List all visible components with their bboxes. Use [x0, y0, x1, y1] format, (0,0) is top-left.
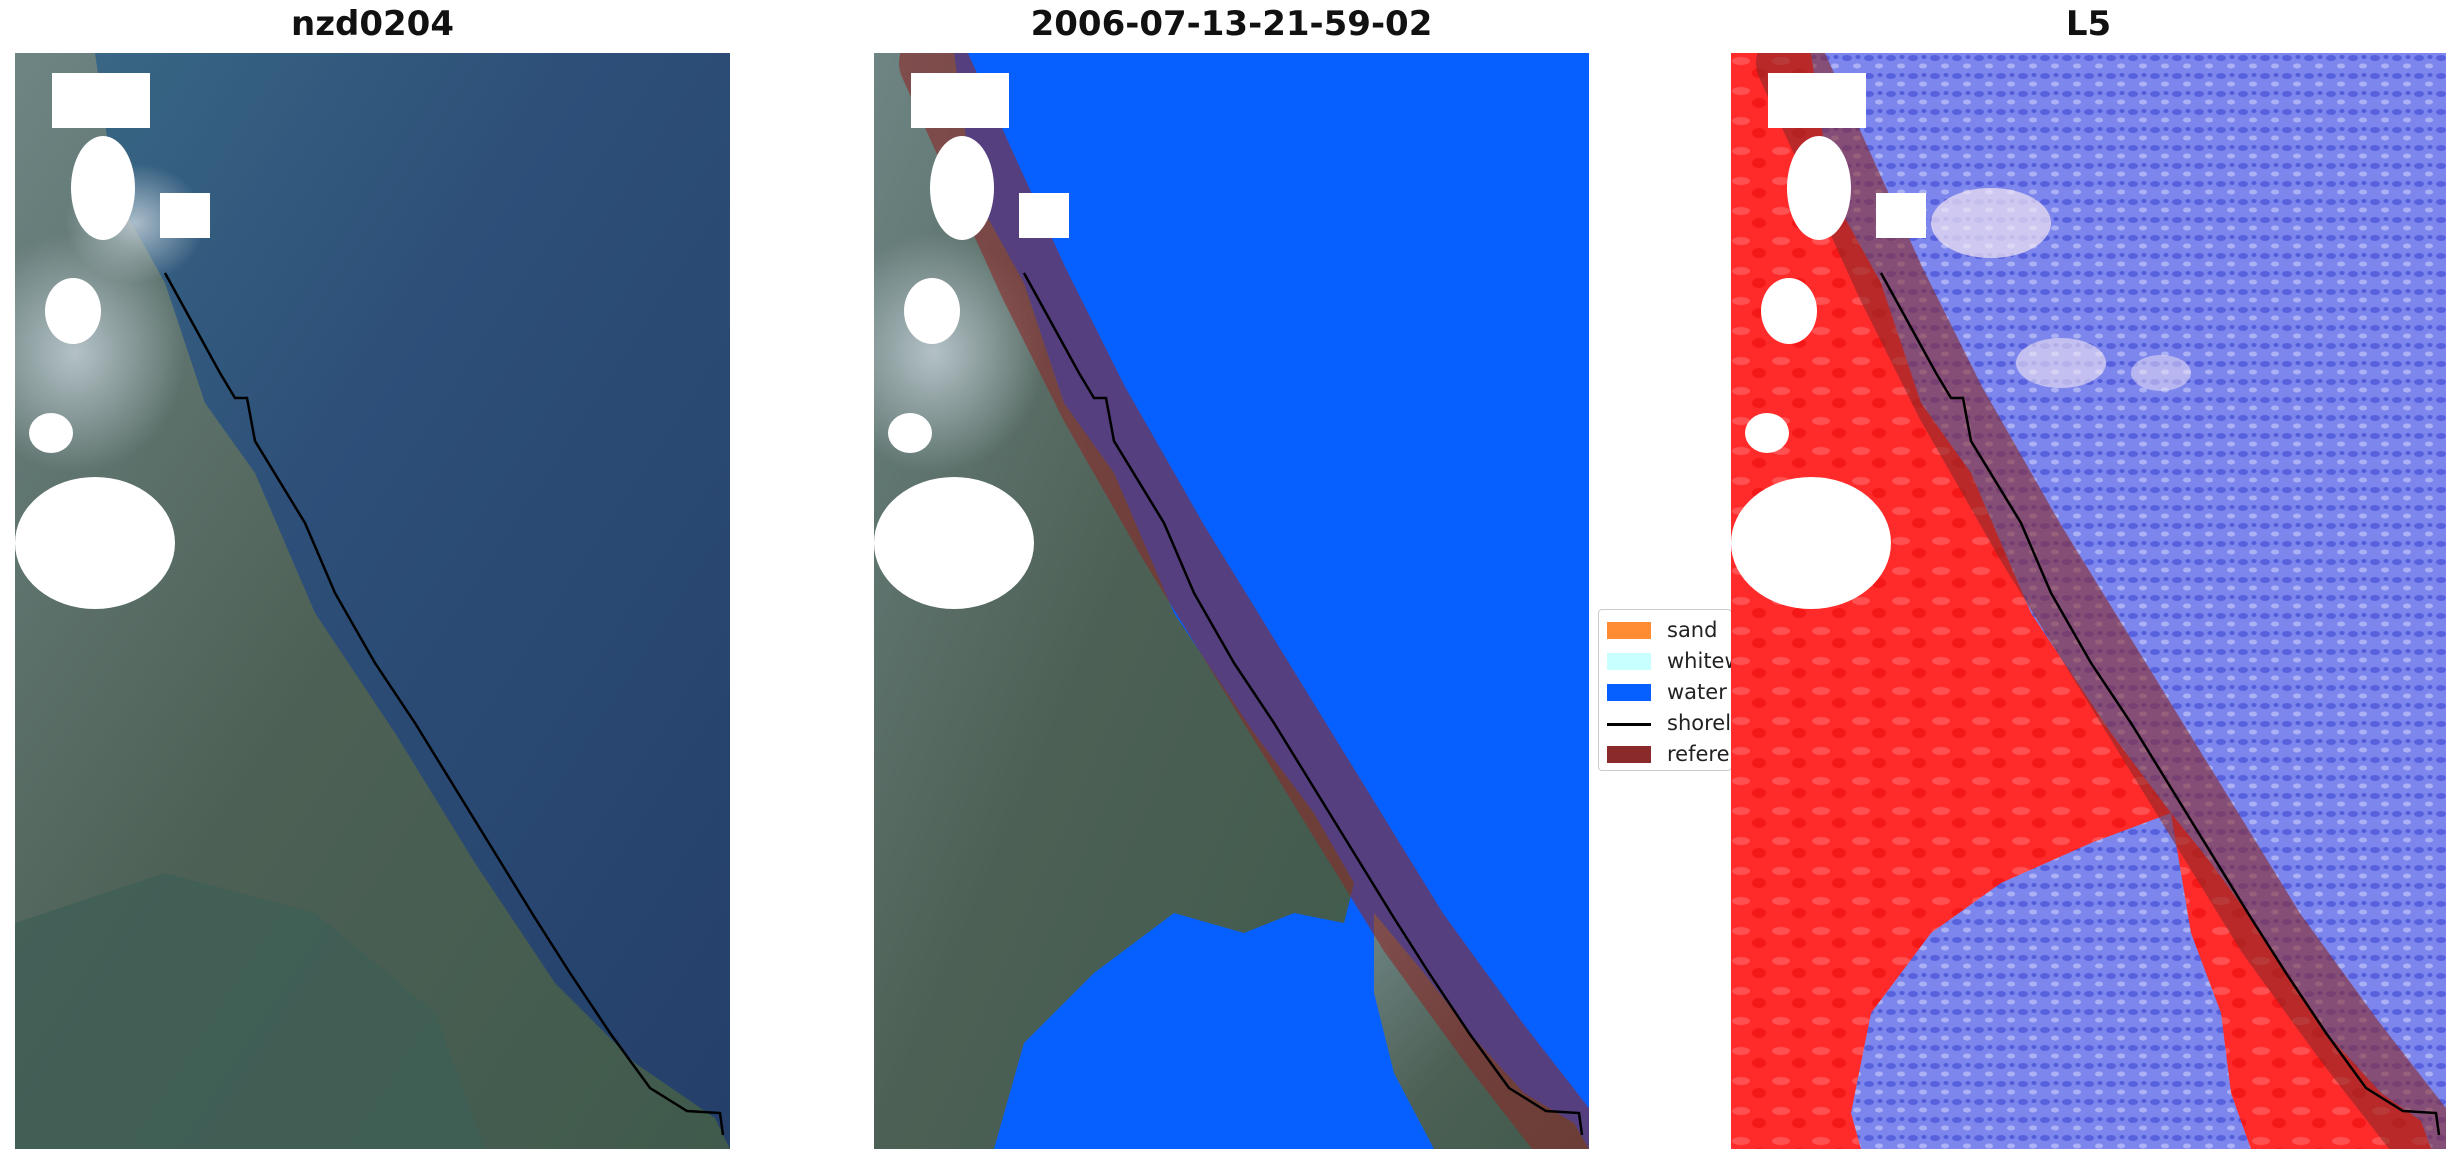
- legend-label: water: [1667, 680, 1727, 704]
- shoreline: [163, 272, 725, 1136]
- legend-label: reference shoreline buffer: [1667, 742, 1731, 766]
- shoreline: [1022, 272, 1584, 1136]
- spit-land-area: [1374, 913, 1589, 1149]
- lagoon-area: [15, 873, 485, 1149]
- classified-image: [874, 53, 1589, 1149]
- legend-label: sand: [1667, 618, 1718, 642]
- panel-title-rgb: nzd0204: [291, 4, 454, 44]
- shoreline: [1879, 272, 2441, 1136]
- index-image-panel: [1731, 53, 2446, 1149]
- cloud-mask: [1731, 73, 1926, 609]
- whitewater-swatch: [1607, 653, 1651, 670]
- cloud-mask: [15, 73, 210, 609]
- reference-buffer-swatch: [1607, 746, 1651, 763]
- whitewater-patch: [2131, 355, 2191, 391]
- rgb-image-panel: [15, 53, 730, 1149]
- whitewater-patch: [2016, 338, 2106, 388]
- water-swatch: [1607, 684, 1651, 701]
- sand-swatch: [1607, 622, 1651, 639]
- positive-index-spit: [2171, 813, 2431, 1149]
- positive-index-land: [1731, 53, 2171, 1149]
- reference-shoreline-buffer: [1756, 53, 2446, 1149]
- classified-image-panel: [874, 53, 1589, 1149]
- whitewater-patch: [1931, 188, 2051, 258]
- land-area: [15, 53, 730, 1149]
- panel-title-index: L5: [2065, 4, 2112, 44]
- rgb-image: [15, 53, 730, 1149]
- panel-title-classified: 2006-07-13-21-59-02: [1030, 4, 1433, 44]
- cloud-mask: [874, 73, 1069, 609]
- reference-shoreline-buffer: [899, 53, 1589, 1149]
- shoreline-swatch: [1607, 723, 1651, 726]
- legend-label: shoreline: [1667, 711, 1732, 735]
- index-image: [1731, 53, 2446, 1149]
